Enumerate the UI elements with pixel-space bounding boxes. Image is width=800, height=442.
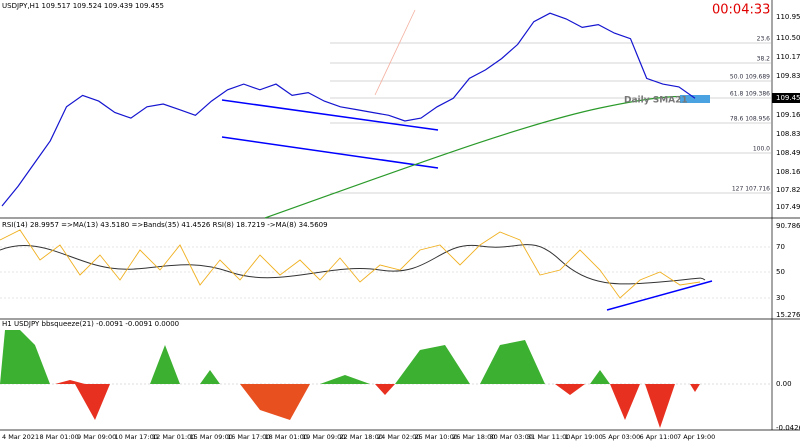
price-label: 109.835 <box>776 72 800 80</box>
price-label: 107.490 <box>776 203 800 211</box>
time-label: 5 Apr 03:00 <box>602 433 640 441</box>
time-label: 22 Mar 18:00 <box>340 433 383 441</box>
fib-lines <box>330 42 772 194</box>
rsi-title: RSI(14) 28.9957 =>MA(13) 43.5180 =>Bands… <box>2 221 328 229</box>
time-label: 25 Mar 10:00 <box>415 433 458 441</box>
price-line <box>1 12 696 207</box>
price-label: 108.495 <box>776 149 800 157</box>
time-label: 26 Mar 18:00 <box>452 433 495 441</box>
price-label: 109.455 <box>776 94 800 102</box>
sma-marker <box>680 95 710 103</box>
channel-line <box>221 99 439 131</box>
price-label: 109.165 <box>776 111 800 119</box>
time-label: 9 Mar 09:00 <box>77 433 116 441</box>
fib-label: 23.6 <box>757 36 771 43</box>
price-label: 110.170 <box>776 53 800 61</box>
sma-label: Daily SMA21 <box>624 96 688 106</box>
fib-label: 78.6 108.956 <box>730 116 770 123</box>
rsi-axis-label: 70 <box>776 243 785 251</box>
squeeze-axis-label: -0.0426 <box>776 424 800 432</box>
rsi-ma <box>0 244 706 285</box>
rsi-axis-label: 50 <box>776 268 785 276</box>
rsi-line <box>0 229 701 299</box>
rsi-trend <box>606 280 713 311</box>
time-label: 30 Mar 03:00 <box>490 433 533 441</box>
time-label: 8 Mar 01:00 <box>40 433 79 441</box>
time-label: 15 Mar 09:00 <box>190 433 233 441</box>
channel-line <box>221 136 439 169</box>
price-label: 110.505 <box>776 34 800 42</box>
rsi-axis-label: 30 <box>776 294 785 302</box>
timer: 00:04:33 <box>712 3 770 18</box>
time-label: 12 Mar 01:00 <box>152 433 195 441</box>
rsi-axis-label: 90.786 <box>776 222 800 230</box>
time-label: 1 Apr 19:00 <box>565 433 603 441</box>
price-label: 108.160 <box>776 168 800 176</box>
squeeze-title: H1 USDJPY bbsqueeze(21) -0.0091 -0.0091 … <box>2 320 179 328</box>
fib-label: 38.2 <box>757 56 771 63</box>
time-label: 6 Apr 11:00 <box>640 433 678 441</box>
time-label: 4 Mar 2021 <box>2 433 39 441</box>
time-label: 16 Mar 17:00 <box>227 433 270 441</box>
squeeze-histogram <box>0 330 700 428</box>
chart-title: USDJPY,H1 109.517 109.524 109.439 109.45… <box>2 2 164 10</box>
time-label: 24 Mar 02:00 <box>377 433 420 441</box>
time-label: 10 Mar 17:00 <box>115 433 158 441</box>
rsi-axis-label: 15.2762 <box>776 311 800 319</box>
time-label: 7 Apr 19:00 <box>677 433 715 441</box>
fib-label: 50.0 109.689 <box>730 74 770 81</box>
time-label: 31 Mar 11:00 <box>527 433 570 441</box>
price-label: 110.955 <box>776 13 800 21</box>
fib-trend <box>374 9 416 96</box>
squeeze-axis-label: 0.00 <box>776 380 792 388</box>
rsi-levels <box>0 246 772 299</box>
price-label: 107.825 <box>776 186 800 194</box>
time-label: 18 Mar 01:00 <box>265 433 308 441</box>
current-price-box <box>772 93 800 103</box>
fib-label: 127 107.716 <box>732 186 770 193</box>
time-label: 19 Mar 09:00 <box>302 433 345 441</box>
fib-label: 61.8 109.386 <box>730 91 770 98</box>
price-label: 108.830 <box>776 130 800 138</box>
fib-label: 100.0 <box>753 146 770 153</box>
